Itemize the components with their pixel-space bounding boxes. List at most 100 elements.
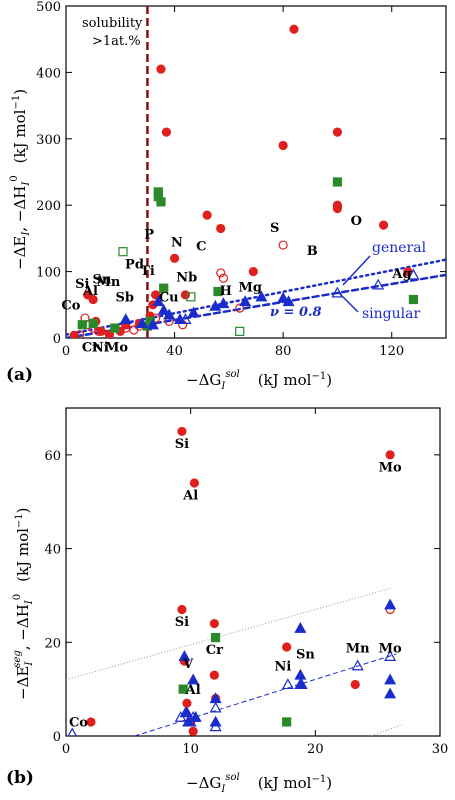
panel-b-point-triangle: [187, 711, 200, 722]
panel-a-point-triangle: [282, 295, 295, 307]
panel-b-point-square: [178, 684, 188, 694]
panel-a-point-triangle: [277, 291, 290, 303]
panel-a-element-label: Mn: [96, 275, 120, 290]
panel-a-ylabel-unit: (kJ mol: [11, 109, 29, 163]
panel-a-xlabel-unit-sup: −1: [311, 371, 326, 382]
panel-a-point-circle: [332, 127, 343, 137]
panel-a-ytick-label: 500: [36, 0, 61, 15]
panel-b-ylabel-sup2: 0: [12, 594, 23, 600]
panel-a-point-circle: [180, 290, 191, 300]
panel-a-ytick-label: 100: [36, 266, 61, 281]
panel-a-point-circle: [96, 326, 106, 336]
panel-a-ylabel-sub2: I: [21, 181, 32, 187]
panel-a-element-label: Sn: [92, 273, 111, 288]
panel-b-point-triangle: [384, 598, 397, 610]
panel-b-xlabel-unit: (kJ mol: [258, 774, 312, 792]
panel-a-frame: [65, 5, 447, 339]
panel-a-ytick-label: 0: [53, 332, 61, 347]
panel-a-letter: (a): [6, 365, 33, 385]
panel-b-point-square: [282, 717, 292, 727]
panel-a-point-square: [88, 318, 98, 328]
panel-b-point-triangle: [384, 650, 397, 661]
panel-b-ylabel-mid: , −ΔH: [14, 604, 32, 650]
panel-b-element-label: Mo: [379, 460, 402, 475]
panel-a-point-circle: [74, 330, 85, 338]
panel-b-element-label: Co: [69, 716, 88, 731]
panel-a-point-triangle: [152, 295, 165, 307]
panel-a-point-circle: [235, 303, 245, 313]
panel-b-point-triangle: [281, 678, 294, 690]
panel-b-point-circle: [188, 726, 198, 736]
panel-b-ylabel-unit-sup: −1: [14, 513, 25, 528]
panel-b-xtick-label: 30: [432, 742, 449, 757]
panel-b-element-label: Ni: [275, 659, 292, 674]
panel-b-element-label: Mo: [379, 642, 402, 657]
panel-a-element-label: P: [144, 227, 154, 242]
panel-a-point-triangle: [331, 286, 344, 298]
panel-a-point-triangle: [187, 306, 200, 318]
panel-a-point-square: [159, 283, 169, 293]
panel-b-ylabel: −ΔEIseg, −ΔHI0(kJ mol−1): [12, 507, 35, 700]
panel-a-element-label: Si: [75, 277, 89, 292]
panel-a-point-circle: [216, 223, 226, 234]
panel-a-point-circle: [378, 220, 389, 230]
panel-a-point-circle: [218, 273, 229, 283]
solubility-annotation: solubility: [82, 16, 143, 31]
panel-a-ytick-label: 200: [36, 199, 61, 214]
panel-a-element-label: Sb: [115, 290, 133, 305]
panel-a-point-circle: [88, 294, 98, 305]
panel-a-point-square: [332, 177, 343, 187]
panel-b-xlabel-sup: sol: [225, 772, 239, 783]
panel-b-frame: [65, 407, 441, 737]
panel-b-element-label: Si: [175, 615, 189, 630]
panel-b-xlabel-unit-end: ): [326, 774, 332, 792]
panel-b-point-triangle: [294, 621, 307, 633]
panel-a-xtick-label: 40: [166, 344, 183, 359]
panel-b-point-circle: [177, 426, 187, 437]
panel-b-xlabel: −ΔGIsol (kJ mol−1): [186, 772, 332, 795]
solubility-annotation-line2: >1at.%: [92, 34, 141, 49]
panel-b-point-circle: [209, 618, 219, 629]
panel-b-element-label: Sn: [296, 648, 315, 663]
panel-a-xlabel-sup: sol: [225, 369, 239, 380]
panel-a-xtick-label: 120: [379, 344, 404, 359]
panel-a-element-label: Mg: [239, 281, 262, 296]
panel-b-point-square: [211, 632, 221, 643]
panel-b-point-triangle: [294, 678, 307, 690]
panel-b-ylabel-unit: (kJ mol: [14, 528, 32, 582]
panel-b-point-circle: [182, 698, 192, 708]
panel-a-element-label: Cu: [159, 290, 179, 305]
panel-a-element-label: C: [196, 239, 206, 254]
panel-b-xtick-label: 10: [182, 742, 199, 757]
panel-a-ylabel-sub: I: [21, 231, 32, 237]
panel-b-letter: (b): [6, 768, 34, 788]
panel-b-point-circle: [385, 450, 395, 460]
panel-a-element-label: Ti: [140, 264, 155, 279]
panel-b-point-triangle: [187, 673, 200, 685]
panel-a-element-label: Ni: [92, 340, 109, 355]
panel-b-point-circle: [189, 478, 200, 488]
panel-a-point-circle: [248, 267, 258, 277]
panel-b-ytick-label: 0: [53, 730, 61, 745]
panel-b-xtick-label: 20: [307, 742, 324, 757]
fit-label-nu: ν = 0.8: [270, 305, 322, 320]
panel-a-xlabel-main: −ΔG: [186, 371, 221, 389]
panel-a-point-triangle: [163, 308, 176, 320]
panel-a-xlabel: −ΔGIsol (kJ mol−1): [186, 369, 332, 392]
panel-b-fit-line: [66, 587, 391, 681]
panel-b-xlabel-sub: I: [220, 784, 226, 795]
panel-a-point-circle: [156, 64, 166, 74]
panel-b-xlabel-unit-sup: −1: [311, 774, 326, 785]
panel-b-data-area: [66, 426, 403, 736]
panel-a-element-label: Cr: [82, 340, 99, 355]
panel-a-point-triangle: [119, 313, 132, 325]
panel-a-point-circle: [93, 326, 104, 336]
panel-a-point-square: [110, 323, 120, 333]
panel-a-ylabel-main: −ΔE: [11, 236, 29, 270]
panel-a-element-label: N: [171, 235, 183, 250]
fit-arrow-general: [342, 255, 371, 286]
panel-b-point-circle: [86, 717, 96, 727]
panel-b-point-triangle: [384, 673, 397, 685]
